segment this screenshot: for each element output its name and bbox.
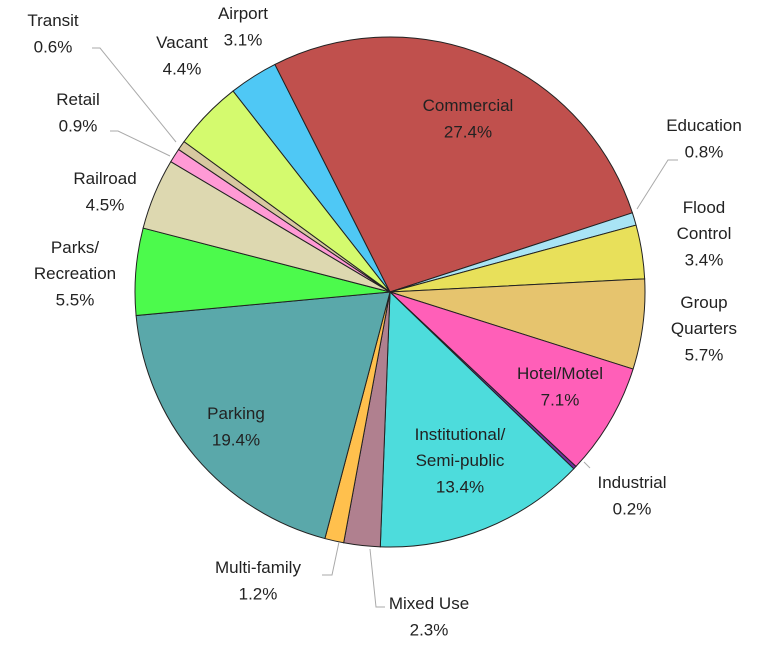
category-label: Industrial — [598, 473, 667, 492]
category-label: Transit — [27, 11, 79, 30]
category-label: Vacant — [156, 33, 208, 52]
value-label: 0.6% — [34, 37, 73, 56]
category-label: Commercial — [423, 96, 514, 115]
category-label: Education — [666, 116, 742, 135]
pie-slice — [135, 291, 391, 540]
pie-slice — [183, 90, 391, 293]
leader-line — [322, 541, 340, 576]
value-label: 0.2% — [613, 499, 652, 518]
category-label: Retail — [56, 90, 99, 109]
category-label: Parks/Recreation — [34, 238, 116, 283]
value-label: 4.4% — [163, 59, 202, 78]
category-label: Hotel/Motel — [517, 364, 603, 383]
leader-line — [583, 461, 591, 469]
value-label: 3.4% — [685, 250, 724, 269]
value-label: 1.2% — [239, 584, 278, 603]
value-label: 19.4% — [212, 430, 260, 449]
pie-slice — [389, 291, 634, 468]
category-label: Airport — [218, 4, 268, 23]
pie — [134, 36, 646, 548]
category-label: Mixed Use — [389, 594, 469, 613]
category-label: Multi-family — [215, 558, 301, 577]
category-label: Parking — [207, 404, 265, 423]
category-label: Railroad — [73, 169, 136, 188]
value-label: 27.4% — [444, 122, 492, 141]
leader-line — [636, 159, 678, 210]
value-label: 3.1% — [224, 30, 263, 49]
pie-slice — [274, 36, 634, 293]
value-label: 2.3% — [410, 620, 449, 639]
value-label: 5.5% — [56, 290, 95, 309]
labels: Airport 3.1% Commercial 27.4% Education 0.8% F… — [27, 4, 741, 639]
value-label: 4.5% — [86, 195, 125, 214]
value-label: 7.1% — [541, 390, 580, 409]
category-label: Institutional/Semi-public — [415, 425, 506, 470]
pie-slice — [379, 290, 575, 548]
leader-line — [92, 47, 177, 143]
value-label: 0.9% — [59, 116, 98, 135]
category-label: Flood Control — [677, 198, 732, 243]
value-label: 13.4% — [436, 477, 484, 496]
leader-line — [110, 130, 171, 157]
value-label: 5.7% — [685, 345, 724, 364]
category-label: Group Quarters — [671, 293, 737, 338]
value-label: 0.8% — [685, 142, 724, 161]
leader-line — [369, 548, 385, 608]
